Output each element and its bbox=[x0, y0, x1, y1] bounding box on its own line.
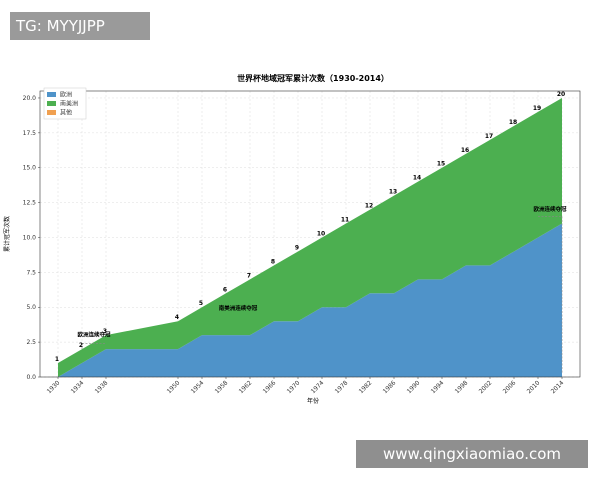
area-europe bbox=[58, 223, 562, 377]
x-tick-label: 1966 bbox=[262, 379, 278, 395]
total-label: 19 bbox=[533, 105, 541, 112]
x-axis-label: 年份 bbox=[307, 397, 319, 405]
x-tick-label: 1970 bbox=[286, 379, 302, 395]
x-tick-label: 2006 bbox=[502, 379, 518, 395]
total-label: 2 bbox=[79, 342, 83, 349]
total-label: 16 bbox=[461, 147, 469, 154]
y-tick-label: 10.0 bbox=[23, 234, 37, 241]
annotation-label: 欧洲连续夺冠 bbox=[77, 331, 111, 339]
total-label: 13 bbox=[389, 189, 397, 196]
x-tick-label: 1986 bbox=[382, 379, 398, 395]
total-label: 15 bbox=[437, 161, 445, 168]
legend-label: 其他 bbox=[60, 109, 72, 117]
x-tick-label: 1982 bbox=[358, 379, 374, 395]
y-tick-label: 20.0 bbox=[23, 95, 37, 102]
watermark-top: TG: MYYJJPP bbox=[10, 12, 150, 40]
y-tick-label: 2.5 bbox=[26, 339, 36, 346]
legend-swatch bbox=[47, 110, 56, 115]
watermark-bottom: www.qingxiaomiao.com bbox=[356, 440, 588, 468]
x-tick-label: 1958 bbox=[214, 379, 230, 395]
chart-title: 世界杯地域冠军累计次数（1930-2014） bbox=[237, 73, 389, 83]
x-tick-label: 1974 bbox=[310, 379, 326, 395]
total-label: 1 bbox=[55, 356, 59, 363]
y-axis-label: 累计冠军次数 bbox=[3, 216, 11, 252]
y-tick-label: 0.0 bbox=[26, 374, 36, 381]
x-tick-label: 1978 bbox=[334, 379, 350, 395]
total-label: 11 bbox=[341, 217, 349, 224]
total-label: 9 bbox=[295, 244, 299, 251]
y-tick-label: 7.5 bbox=[26, 269, 36, 276]
y-axis-ticks: 0.0 2.5 5.0 7.5 10.0 12.5 15.0 17.5 20.0 bbox=[23, 95, 40, 381]
x-tick-label: 1990 bbox=[406, 379, 422, 395]
x-tick-label: 1930 bbox=[46, 379, 62, 395]
area-south-america bbox=[58, 97, 562, 377]
legend-swatch bbox=[47, 101, 56, 106]
x-axis-ticks: 1930 1934 1938 1950 1954 1958 1962 1966 1970 1974… bbox=[46, 377, 566, 395]
total-label: 18 bbox=[509, 119, 517, 126]
y-tick-label: 12.5 bbox=[23, 200, 37, 207]
total-label: 5 bbox=[199, 300, 203, 307]
total-label: 10 bbox=[317, 230, 325, 237]
total-label: 7 bbox=[247, 272, 251, 279]
legend-swatch bbox=[47, 92, 56, 97]
legend-label: 欧洲 bbox=[60, 91, 72, 99]
total-label: 6 bbox=[223, 286, 227, 293]
x-tick-label: 2010 bbox=[526, 379, 542, 395]
x-tick-label: 1954 bbox=[190, 379, 206, 395]
total-label: 3 bbox=[103, 328, 107, 335]
total-label: 12 bbox=[365, 203, 373, 210]
x-tick-label: 1950 bbox=[166, 379, 182, 395]
annotation-label: 南美洲连续夺冠 bbox=[219, 304, 258, 312]
annotation-label: 欧洲连续夺冠 bbox=[533, 205, 567, 213]
y-tick-label: 17.5 bbox=[23, 130, 37, 137]
y-tick-label: 5.0 bbox=[26, 304, 36, 311]
annotation-lines bbox=[81, 216, 563, 373]
total-label: 8 bbox=[271, 258, 275, 265]
x-tick-label: 2002 bbox=[478, 379, 494, 395]
x-tick-label: 2014 bbox=[550, 379, 566, 395]
x-tick-label: 1998 bbox=[454, 379, 470, 395]
plot-frame bbox=[39, 90, 581, 378]
total-label: 20 bbox=[557, 91, 565, 98]
total-label: 17 bbox=[485, 133, 493, 140]
total-label: 14 bbox=[413, 175, 421, 182]
x-tick-label: 1938 bbox=[94, 379, 110, 395]
legend-label: 南美洲 bbox=[60, 100, 78, 108]
areas bbox=[58, 97, 562, 377]
x-tick-label: 1994 bbox=[430, 379, 446, 395]
x-tick-label: 1934 bbox=[70, 379, 86, 395]
x-tick-label: 1962 bbox=[238, 379, 254, 395]
y-tick-label: 15.0 bbox=[23, 165, 37, 172]
total-label: 4 bbox=[175, 314, 179, 321]
